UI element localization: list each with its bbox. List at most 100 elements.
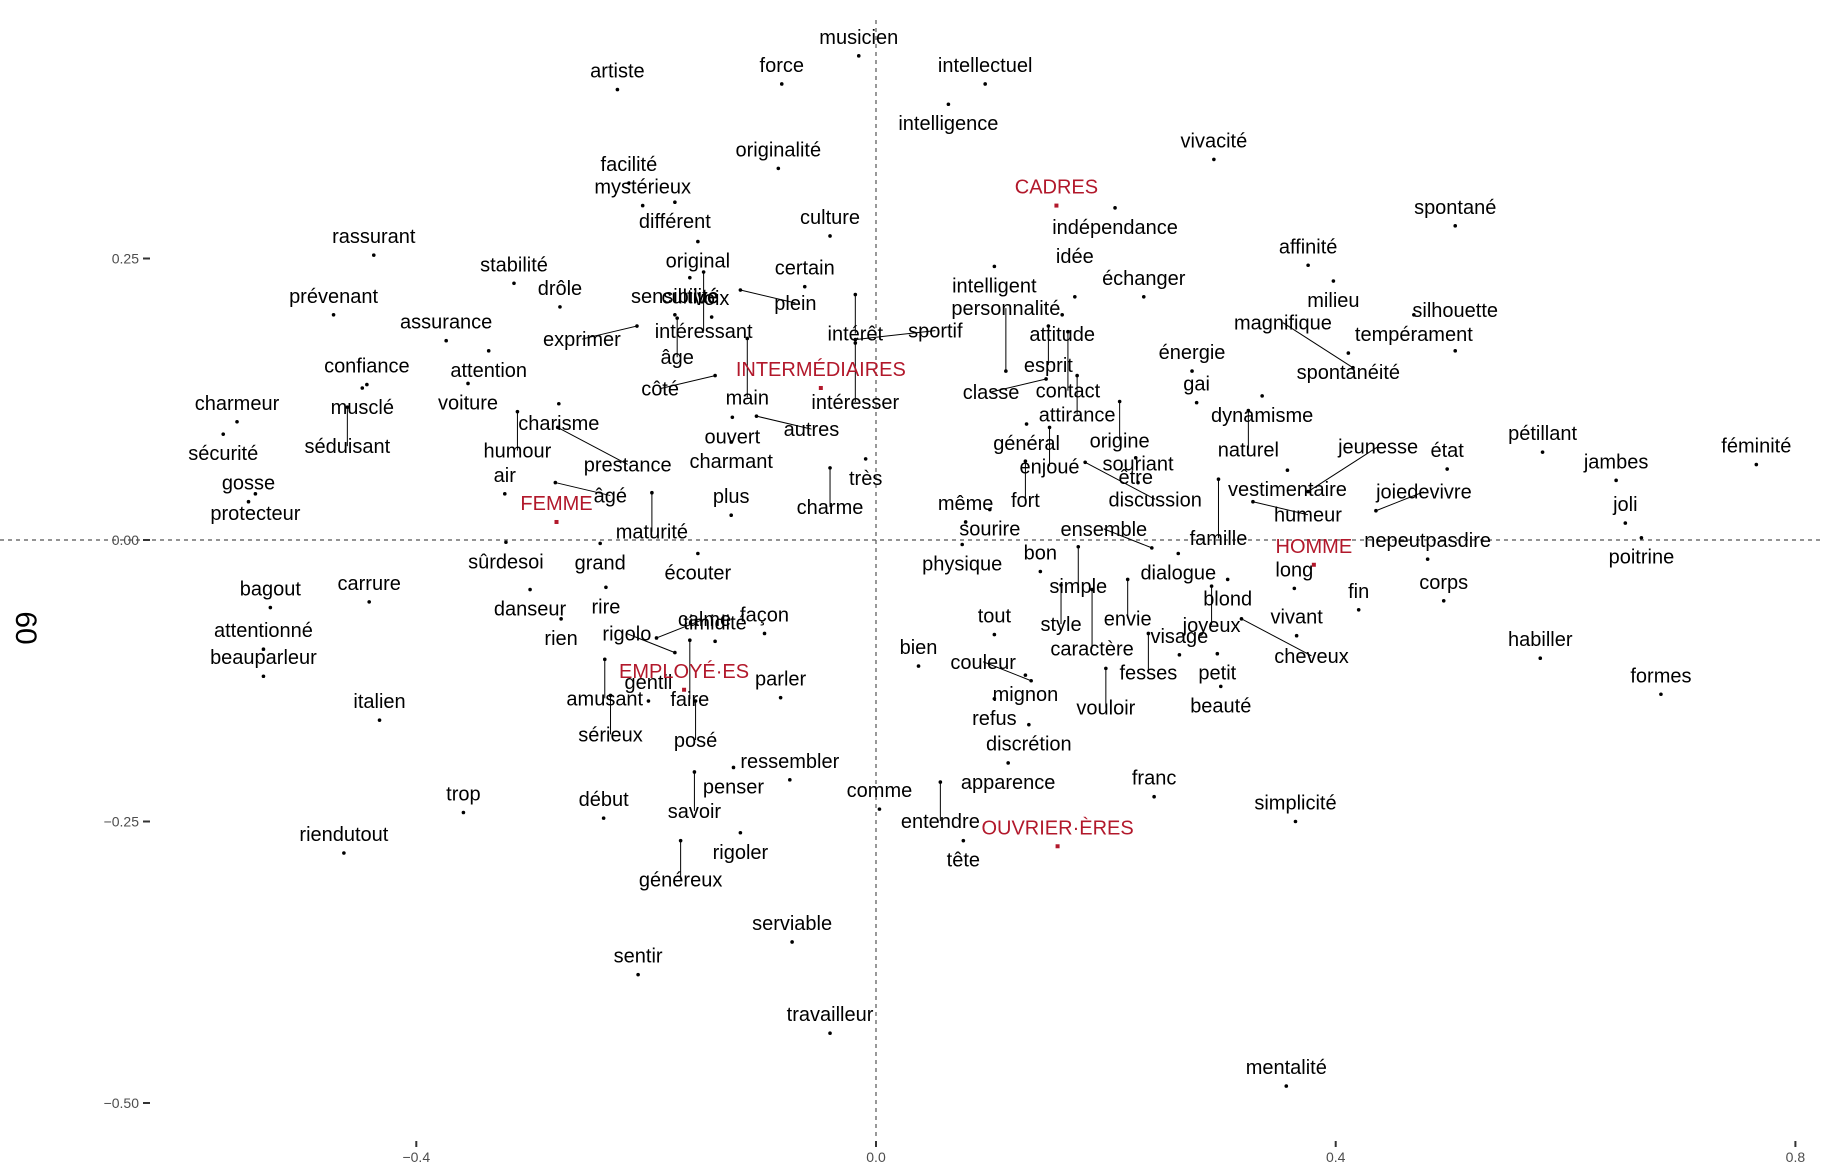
label-travailleur: travailleur: [787, 1004, 874, 1026]
group-label-intermediaires: INTERMÉDIAIRES: [736, 358, 906, 381]
label-apparence: apparence: [961, 772, 1056, 794]
point-interessant: [701, 270, 706, 274]
label-beaute: beauté: [1190, 695, 1251, 717]
point-style: [1059, 583, 1063, 587]
label-vivant: vivant: [1271, 607, 1324, 629]
point-joiedevivre: [1374, 508, 1378, 513]
point-rigoler: [738, 830, 743, 835]
label-intellectuel: intellectuel: [938, 55, 1033, 77]
y-tick-label: −0.25: [104, 814, 140, 830]
point-milieu: [1331, 279, 1336, 283]
label-cultive: cultivé: [661, 287, 718, 309]
point-gai: [1194, 400, 1199, 405]
point-amusant: [602, 657, 607, 662]
point-spontaneite: [1346, 351, 1351, 355]
label-leader-lines: [346, 272, 1425, 880]
label-genereux: généreux: [639, 870, 722, 892]
point-joli: [1623, 521, 1628, 525]
point-envie: [1125, 577, 1130, 582]
label-petit: petit: [1198, 663, 1236, 685]
label-attentionne: attentionné: [214, 620, 313, 642]
point-travailleur: [828, 1031, 832, 1035]
point-vestimentaire: [1285, 468, 1290, 472]
point-joyeux: [1209, 584, 1214, 588]
group-point-ouvrier-eres: [1055, 844, 1060, 849]
point-meme: [963, 520, 968, 524]
point-physique: [960, 542, 964, 547]
label-voix: voix: [694, 288, 730, 310]
label-calme: calme: [678, 609, 731, 631]
label-serviable: serviable: [752, 913, 832, 935]
label-etat: état: [1430, 440, 1464, 462]
label-voiture: voiture: [438, 392, 498, 414]
label-vestimentaire: vestimentaire: [1228, 479, 1347, 501]
point-dialogue: [1176, 551, 1181, 556]
label-idee: idée: [1056, 246, 1094, 268]
point-plein: [738, 288, 743, 292]
label-tres: très: [849, 468, 882, 490]
label-age: âge: [660, 347, 693, 369]
point-energie: [1190, 369, 1194, 373]
label-fesses: fesses: [1119, 662, 1177, 684]
label-interet: intérêt: [828, 324, 884, 346]
label-sentir: sentir: [614, 946, 663, 968]
x-tick-label: 0.0: [866, 1149, 886, 1165]
label-interesser: intéresser: [811, 392, 899, 414]
label-grand: grand: [575, 552, 626, 574]
point-plus: [729, 513, 733, 518]
group-point-intermediaires: [818, 385, 823, 390]
label-italien: italien: [353, 691, 405, 713]
point-simplicite: [1293, 819, 1298, 824]
label-pose: posé: [674, 730, 717, 752]
point-timidite: [713, 639, 717, 644]
y-tick-label: 0.00: [112, 532, 139, 548]
point-pose: [693, 699, 698, 703]
label-tete: tête: [947, 850, 980, 872]
leader-prestance: [557, 426, 628, 465]
label-charme: charme: [797, 497, 864, 519]
label-fort: fort: [1011, 490, 1040, 512]
point-musicien: [856, 54, 861, 58]
label-age: âgé: [594, 486, 627, 508]
point-vivant: [1294, 633, 1299, 638]
label-parler: parler: [755, 669, 806, 691]
label-envie: envie: [1104, 608, 1152, 630]
label-bagout: bagout: [240, 579, 302, 601]
leader-cote: [659, 375, 716, 390]
point-gentil: [646, 699, 651, 703]
label-couleur: couleur: [950, 652, 1016, 674]
leader-joiedevivre: [1375, 491, 1425, 512]
point-drole: [558, 305, 562, 309]
label-riendutout: riendutout: [299, 824, 388, 846]
label-attention: attention: [450, 360, 527, 382]
point-mentalite: [1284, 1084, 1289, 1088]
point-serviable: [790, 940, 794, 944]
label-plus: plus: [713, 486, 750, 508]
label-exprimer: exprimer: [543, 329, 621, 351]
point-culture: [828, 234, 832, 238]
point-certain: [802, 284, 807, 289]
label-enjoue: enjoué: [1020, 456, 1080, 478]
point-grand: [598, 541, 602, 546]
point-rire: [604, 585, 608, 590]
point-riendutout: [342, 851, 346, 855]
point-etre: [1133, 456, 1138, 460]
label-discussion: discussion: [1108, 489, 1201, 511]
point-discussion: [1083, 460, 1087, 465]
label-charmant: charmant: [690, 451, 774, 473]
point-penser: [731, 765, 736, 770]
point-tete: [961, 838, 966, 843]
label-general: général: [993, 433, 1060, 455]
point-habiller: [1538, 656, 1543, 661]
point-long: [1292, 586, 1297, 591]
point-rassurant: [371, 253, 376, 257]
label-confiance: confiance: [324, 356, 410, 378]
label-joiedevivre: joiedevivre: [1375, 482, 1472, 504]
point-souriant: [1136, 480, 1140, 485]
point-blond: [1225, 577, 1230, 582]
label-certain: certain: [775, 258, 835, 280]
point-age: [553, 480, 558, 485]
point-charme: [828, 466, 832, 470]
label-surdesoi: sûrdesoi: [468, 551, 544, 573]
point-voix: [709, 315, 714, 319]
